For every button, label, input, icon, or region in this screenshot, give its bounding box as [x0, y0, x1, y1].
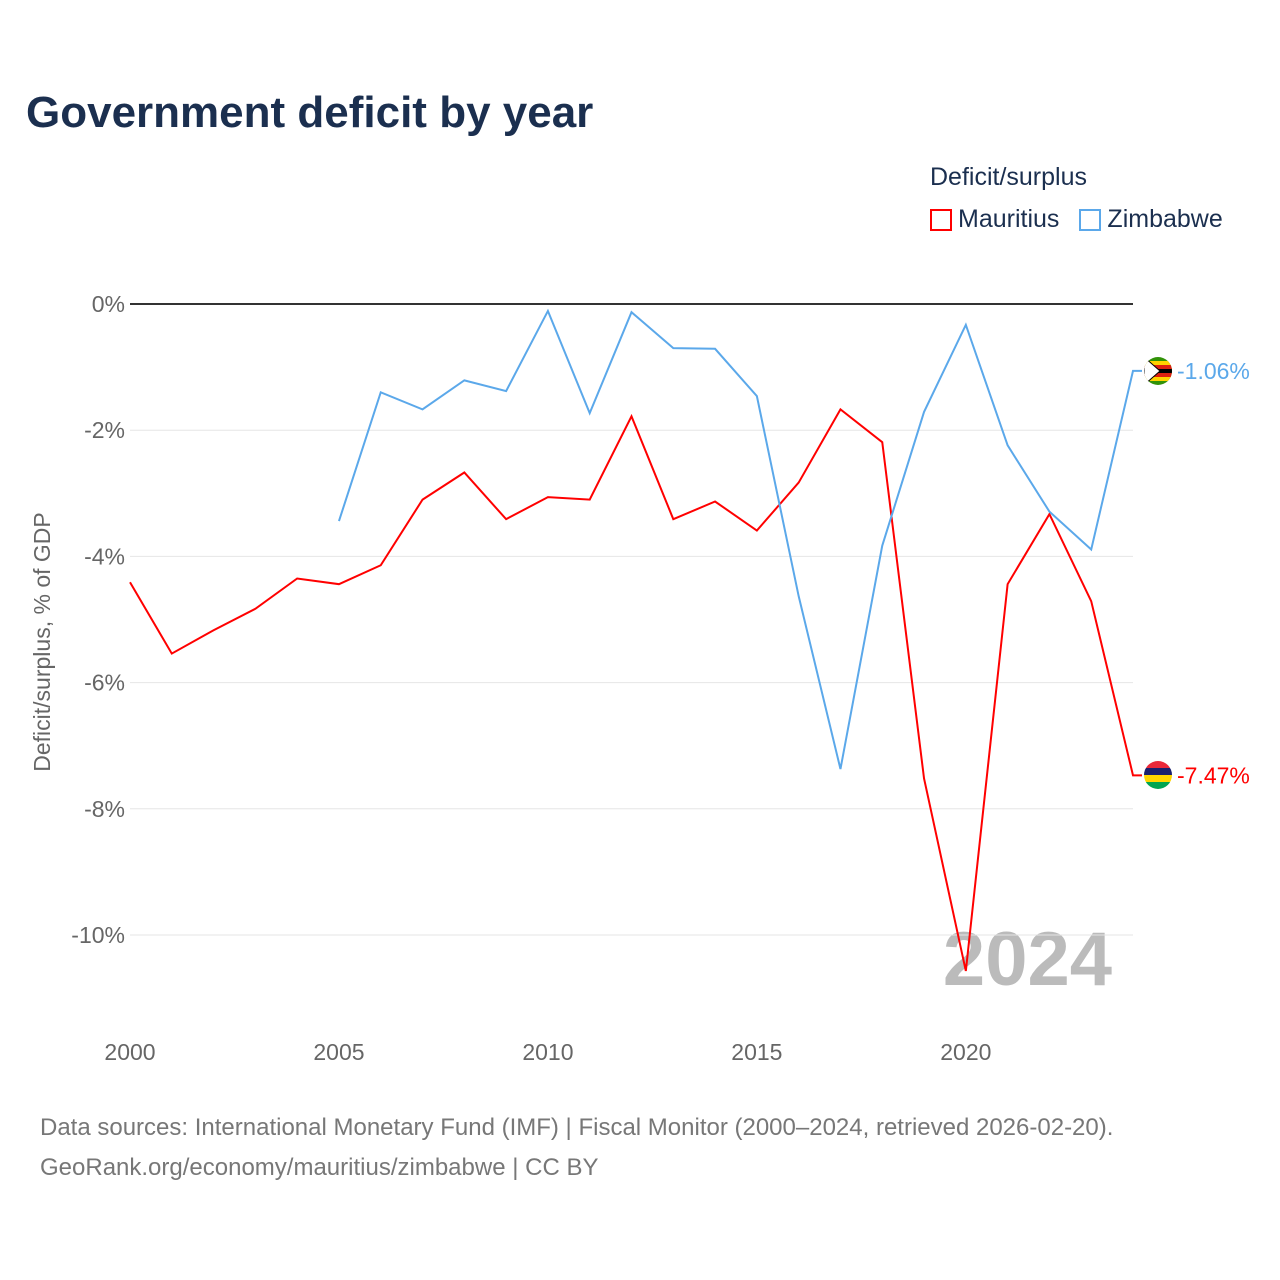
footer: Data sources: International Monetary Fun… — [40, 1108, 1113, 1188]
legend-swatch — [1079, 208, 1102, 231]
y-tick-label: -8% — [84, 796, 125, 822]
watermark-year: 2024 — [943, 917, 1112, 1002]
y-tick-label: -10% — [71, 922, 125, 948]
y-tick-label: -2% — [84, 417, 125, 443]
end-label-mauritius: -7.47% — [1177, 762, 1250, 788]
legend-item-zimbabwe[interactable]: Zimbabwe — [1079, 205, 1223, 234]
y-tick-label: 0% — [92, 291, 125, 317]
flag-zimbabwe-icon — [1144, 357, 1172, 385]
legend-title: Deficit/surplus — [930, 163, 1087, 191]
flag-mauritius-icon — [1144, 761, 1172, 789]
legend-label: Zimbabwe — [1107, 205, 1223, 233]
data-sources: Data sources: International Monetary Fun… — [40, 1114, 1114, 1141]
legend-swatch — [930, 208, 952, 231]
x-tick-label: 2005 — [313, 1039, 364, 1065]
y-tick-label: -6% — [84, 670, 125, 696]
y-axis-label: Deficit/surplus, % of GDP — [29, 512, 55, 771]
page-title: Government deficit by year — [26, 88, 594, 137]
y-tick-label: -4% — [84, 543, 125, 569]
x-tick-label: 2020 — [940, 1039, 991, 1065]
legend-item-mauritius[interactable]: Mauritius — [930, 205, 1059, 234]
legend: Mauritius Zimbabwe — [930, 205, 1223, 234]
x-tick-label: 2010 — [522, 1039, 573, 1065]
series-line-mauritius — [129, 407, 1142, 972]
series-line-zimbabwe — [338, 308, 1142, 770]
x-tick-label: 2000 — [104, 1039, 155, 1065]
x-tick-label: 2015 — [731, 1039, 782, 1065]
legend-label: Mauritius — [958, 205, 1060, 233]
end-label-zimbabwe: -1.06% — [1177, 358, 1250, 384]
source-link[interactable]: GeoRank.org/economy/mauritius/zimbabwe |… — [40, 1154, 599, 1181]
